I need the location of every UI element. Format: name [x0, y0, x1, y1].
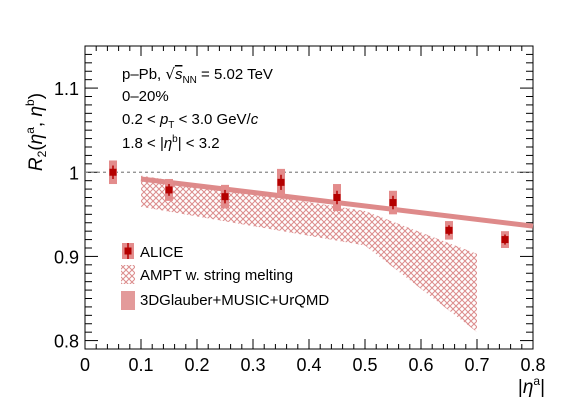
- legend-item-ampt: AMPT w. string melting: [121, 265, 293, 284]
- x-tick-label-6: 0.6: [408, 355, 433, 375]
- ampt-band: [141, 175, 477, 333]
- x-tick-label-0: 0: [80, 355, 90, 375]
- legend-alice-label: ALICE: [140, 244, 183, 261]
- legend-music-swatch: [121, 291, 135, 310]
- x-tick-label-4: 0.4: [296, 355, 321, 375]
- y-axis-label: R2(ηa, ηb): [23, 93, 49, 171]
- alice-point-7: [501, 236, 509, 244]
- y-tick-label-3: 1.1: [54, 79, 79, 99]
- x-tick-label-3: 0.3: [240, 355, 265, 375]
- annotation-centrality: 0–20%: [122, 88, 169, 105]
- alice-point-4: [333, 194, 341, 201]
- x-tick-label-8: 0.8: [520, 355, 545, 375]
- legend: ALICE AMPT w. string melting 3DGlauber+M…: [121, 243, 329, 310]
- alice-point-1: [165, 186, 173, 194]
- y-tick-label-0: 0.8: [54, 332, 79, 352]
- y-tick-label-2: 1: [69, 163, 79, 183]
- annotation-pt-range: 0.2 < pT < 3.0 GeV/c: [122, 111, 259, 131]
- alice-point-3: [277, 178, 285, 186]
- alice-point-2: [221, 193, 229, 201]
- legend-music-label: 3DGlauber+MUSIC+UrQMD: [140, 292, 329, 309]
- alice-point-0: [109, 168, 117, 176]
- legend-ampt-swatch: [121, 265, 135, 284]
- legend-item-music: 3DGlauber+MUSIC+UrQMD: [121, 291, 329, 310]
- y-tick-label-1: 0.9: [54, 247, 79, 267]
- alice-point-5: [389, 199, 397, 207]
- x-axis-label: |ηa|: [518, 374, 545, 398]
- x-tick-label-2: 0.2: [184, 355, 209, 375]
- x-tick-label-1: 0.1: [128, 355, 153, 375]
- alice-point-6: [445, 226, 453, 234]
- x-tick-label-7: 0.7: [464, 355, 489, 375]
- annotation-system: p–Pb, √sNN = 5.02 TeV: [122, 65, 273, 86]
- ampt-series: [141, 175, 477, 333]
- annotations: p–Pb, √sNN = 5.02 TeV 0–20% 0.2 < pT < 3…: [122, 65, 273, 152]
- axis-ticks: 0 0.1 0.2 0.3 0.4 0.5 0.6 0.7 0.8 0.8 0.9 1 1.1: [54, 45, 546, 375]
- legend-item-alice: ALICE: [122, 243, 183, 261]
- x-tick-label-5: 0.5: [352, 355, 377, 375]
- alice-series: [109, 160, 509, 248]
- annotation-eta-b-range: 1.8 < |ηb| < 3.2: [122, 134, 220, 152]
- legend-ampt-label: AMPT w. string melting: [140, 267, 293, 284]
- legend-alice-marker: [124, 247, 132, 255]
